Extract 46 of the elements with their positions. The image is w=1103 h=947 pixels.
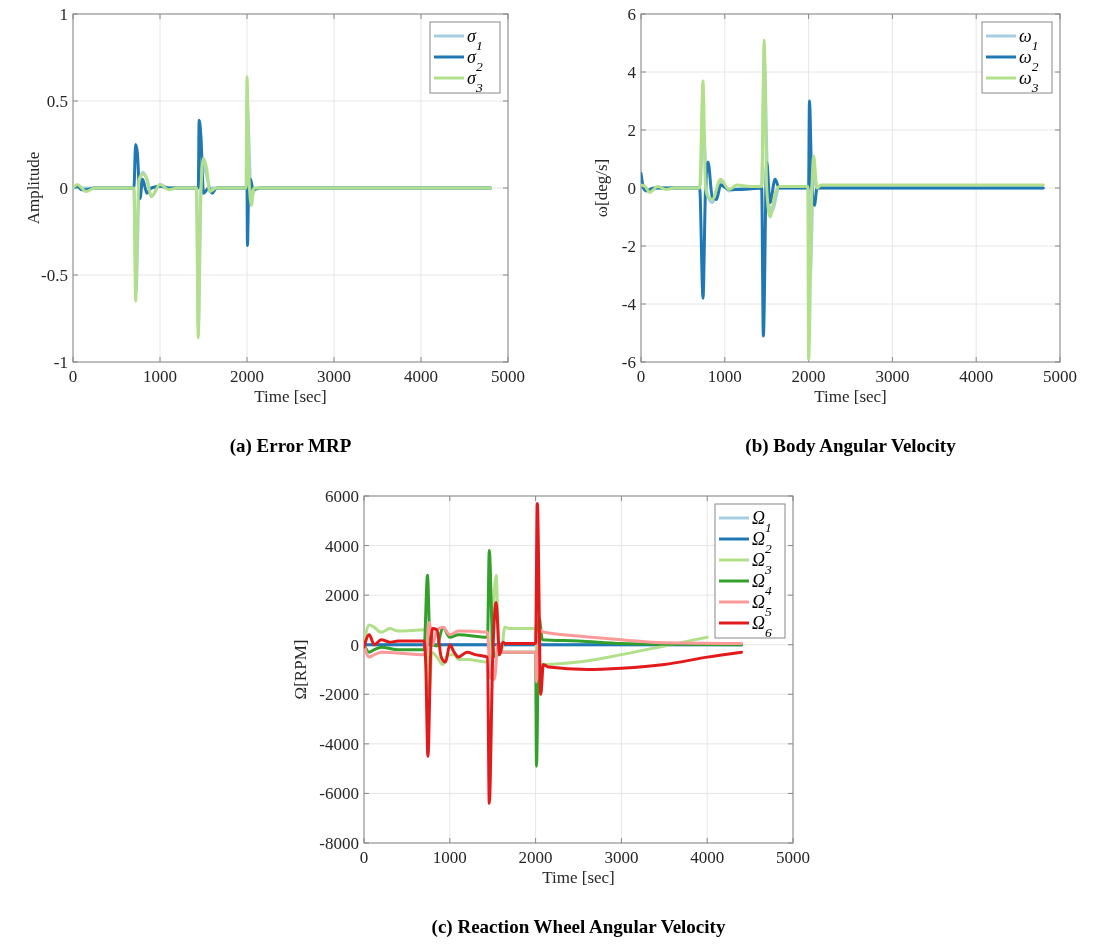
- y-tick-label: -6: [621, 353, 636, 372]
- x-tick-label: 5000: [491, 367, 525, 386]
- x-tick-label: 5000: [1043, 367, 1077, 386]
- x-tick-label: 3000: [604, 848, 639, 867]
- y-tick-label: -4000: [319, 734, 359, 754]
- y-tick-label: -1: [53, 353, 68, 372]
- x-tick-label: 4000: [404, 367, 438, 386]
- x-axis-title: Time [sec]: [254, 387, 327, 406]
- x-tick-label: 3000: [875, 367, 910, 386]
- x-tick-label: 4000: [959, 367, 994, 386]
- y-tick-label: 6: [627, 5, 636, 24]
- text: (c) Reaction Wheel Angular Velocity: [431, 916, 726, 938]
- y-tick-label: 4000: [325, 536, 359, 556]
- text: (b) Body Angular Velocity: [745, 435, 957, 457]
- y-tick-label: 0: [59, 179, 68, 198]
- legend-label: σ$_{1}$: [467, 26, 483, 53]
- y-axis-title: Amplitude: [24, 151, 43, 225]
- y-tick-label: 6000: [325, 487, 359, 506]
- y-tick-label: -2000: [319, 685, 359, 705]
- legend-label: ω$_{1}$: [1019, 26, 1039, 53]
- y-tick-label: -2: [621, 237, 636, 256]
- x-axis-title: Time [sec]: [542, 868, 615, 887]
- x-tick-label: 2000: [791, 367, 826, 386]
- y-axis-title: ω[deg/s]: [592, 158, 611, 218]
- x-tick-label: 2000: [230, 367, 264, 386]
- y-tick-label: -0.5: [41, 266, 68, 285]
- y-tick-label: -6000: [319, 784, 359, 804]
- y-tick-label: 2: [627, 121, 636, 140]
- y-tick-label: 1: [59, 5, 68, 24]
- x-tick-label: 2000: [518, 848, 553, 867]
- y-tick-label: 0: [627, 179, 636, 198]
- y-tick-label: 4: [627, 63, 637, 82]
- y-tick-label: -8000: [319, 834, 359, 853]
- x-tick-label: 1000: [432, 848, 467, 867]
- x-tick-label: 4000: [690, 848, 725, 867]
- y-tick-label: -4: [621, 295, 637, 314]
- x-tick-label: 3000: [317, 367, 351, 386]
- y-tick-label: 0: [350, 635, 359, 655]
- x-axis-title: Time [sec]: [814, 387, 887, 406]
- y-tick-label: 0.5: [46, 92, 68, 111]
- text: (a) Error MRP: [229, 435, 352, 457]
- y-tick-label: 2000: [325, 586, 359, 606]
- x-tick-label: 1000: [707, 367, 742, 386]
- x-tick-label: 5000: [776, 848, 810, 867]
- x-tick-label: 1000: [143, 367, 177, 386]
- y-axis-title: Ω[RPM]: [291, 639, 310, 700]
